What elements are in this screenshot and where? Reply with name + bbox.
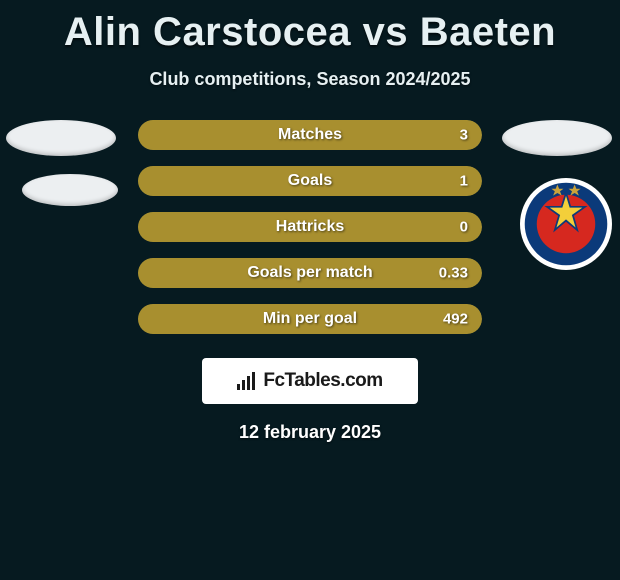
player-left-avatar-placeholder-2 bbox=[22, 174, 118, 206]
brand-text: FcTables.com bbox=[263, 370, 382, 392]
stat-row: Min per goal 492 bbox=[138, 304, 482, 334]
stats-container: Matches 3 Goals 1 Hattricks 0 Goals per match 0… bbox=[138, 120, 482, 334]
stat-row: Hattricks 0 bbox=[138, 212, 482, 242]
date-text: 12 february 2025 bbox=[0, 422, 620, 443]
stat-label: Min per goal bbox=[263, 310, 357, 328]
stat-value-right: 3 bbox=[460, 127, 468, 144]
stat-row: Matches 3 bbox=[138, 120, 482, 150]
stat-value-right: 1 bbox=[460, 173, 468, 190]
player-left-avatar-placeholder bbox=[6, 120, 116, 156]
stat-label: Matches bbox=[278, 126, 342, 144]
stat-label: Goals bbox=[288, 172, 332, 190]
subtitle: Club competitions, Season 2024/2025 bbox=[0, 69, 620, 90]
stat-row: Goals 1 bbox=[138, 166, 482, 196]
stat-label: Hattricks bbox=[276, 218, 344, 236]
stat-row: Goals per match 0.33 bbox=[138, 258, 482, 288]
stat-value-right: 492 bbox=[443, 311, 468, 328]
brand-box: FcTables.com bbox=[202, 358, 418, 404]
stat-value-right: 0 bbox=[460, 219, 468, 236]
club-crest-svg bbox=[523, 181, 609, 267]
stat-value-right: 0.33 bbox=[439, 265, 468, 282]
club-crest bbox=[520, 178, 612, 270]
player-right-avatar-placeholder bbox=[502, 120, 612, 156]
stat-label: Goals per match bbox=[247, 264, 372, 282]
page-title: Alin Carstocea vs Baeten bbox=[0, 0, 620, 55]
brand-bars-icon bbox=[237, 372, 257, 390]
